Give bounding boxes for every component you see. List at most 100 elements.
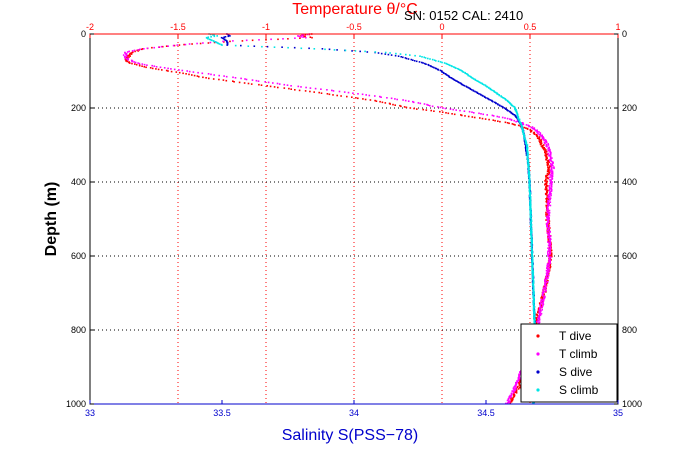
data-point bbox=[541, 302, 544, 304]
temperature-axis-label: Temperature θ/°C bbox=[292, 1, 418, 18]
data-point bbox=[526, 128, 529, 130]
data-point bbox=[548, 195, 551, 198]
data-point bbox=[549, 264, 551, 267]
data-point bbox=[220, 36, 223, 39]
data-point bbox=[540, 145, 543, 147]
data-point bbox=[546, 174, 548, 176]
salinity-tick-label: 33 bbox=[85, 408, 95, 418]
data-point bbox=[533, 402, 535, 405]
data-point bbox=[474, 90, 476, 93]
data-point bbox=[468, 87, 470, 89]
data-point bbox=[320, 92, 323, 94]
data-point bbox=[537, 307, 540, 310]
data-point bbox=[453, 113, 456, 116]
data-point bbox=[479, 117, 481, 119]
temperature-tick-label: -0.5 bbox=[346, 22, 362, 32]
data-point bbox=[308, 47, 310, 50]
depth-tick-label-right: 200 bbox=[622, 103, 637, 113]
data-point bbox=[546, 209, 549, 211]
data-point bbox=[549, 179, 552, 182]
data-point bbox=[451, 113, 453, 115]
data-point bbox=[226, 44, 228, 46]
data-point bbox=[510, 112, 513, 114]
data-point bbox=[547, 200, 549, 203]
data-point bbox=[510, 119, 513, 121]
legend-label: T dive bbox=[559, 329, 592, 343]
data-point bbox=[297, 35, 299, 37]
data-point bbox=[541, 309, 543, 311]
data-point bbox=[547, 269, 549, 271]
data-point bbox=[539, 132, 542, 134]
tick-marks: -2 -1.5 -1 -0.5 0 0.5 1 33 33.5 34 34.5 35 0 0 200 200 4… bbox=[66, 22, 642, 418]
data-point bbox=[537, 311, 539, 314]
temperature-tick-label: -2 bbox=[86, 22, 94, 32]
data-point bbox=[540, 297, 542, 299]
data-point bbox=[326, 89, 328, 91]
data-point bbox=[547, 196, 550, 199]
data-point bbox=[160, 45, 163, 48]
depth-tick-label: 800 bbox=[71, 325, 86, 335]
data-point bbox=[390, 97, 393, 100]
data-point bbox=[300, 36, 302, 38]
data-point bbox=[369, 99, 372, 101]
data-point bbox=[546, 230, 549, 232]
data-point bbox=[545, 153, 548, 156]
data-point bbox=[546, 211, 549, 214]
data-point bbox=[141, 48, 143, 51]
data-point bbox=[512, 398, 514, 401]
data-point bbox=[550, 165, 553, 168]
data-point bbox=[287, 46, 289, 49]
data-point bbox=[552, 162, 554, 164]
data-point bbox=[535, 130, 537, 132]
data-point bbox=[536, 135, 539, 138]
data-point bbox=[433, 66, 435, 69]
data-point bbox=[459, 82, 461, 84]
data-point bbox=[529, 214, 532, 217]
data-point bbox=[126, 51, 129, 53]
data-point bbox=[128, 54, 131, 56]
legend-label: S dive bbox=[559, 365, 593, 379]
legend-marker bbox=[536, 370, 540, 374]
data-point bbox=[523, 140, 526, 142]
data-point bbox=[484, 85, 487, 87]
depth-tick-label-right: 0 bbox=[622, 29, 627, 39]
depth-tick-label-right: 800 bbox=[622, 325, 637, 335]
data-point bbox=[244, 78, 246, 80]
data-point bbox=[511, 104, 513, 107]
data-point bbox=[145, 66, 147, 69]
data-point bbox=[439, 110, 441, 113]
data-point bbox=[545, 290, 547, 292]
data-point bbox=[499, 120, 501, 123]
data-point bbox=[550, 253, 553, 255]
temperature-tick-label: -1 bbox=[262, 22, 270, 32]
data-point bbox=[540, 301, 542, 303]
data-point bbox=[547, 208, 549, 210]
data-point bbox=[386, 97, 388, 99]
data-point bbox=[484, 96, 486, 98]
data-point bbox=[294, 89, 296, 91]
data-point bbox=[553, 167, 555, 170]
data-point bbox=[548, 260, 550, 263]
data-point bbox=[529, 207, 531, 210]
data-point bbox=[301, 34, 303, 37]
data-point bbox=[451, 77, 453, 80]
data-point bbox=[326, 93, 329, 95]
data-point bbox=[454, 66, 456, 69]
data-point bbox=[463, 110, 466, 112]
data-point bbox=[149, 67, 152, 69]
data-point bbox=[300, 35, 302, 37]
data-point bbox=[359, 50, 361, 53]
data-point bbox=[455, 67, 457, 69]
data-point bbox=[127, 59, 129, 61]
data-point bbox=[542, 136, 544, 138]
data-point bbox=[129, 55, 131, 57]
data-point bbox=[551, 170, 554, 172]
data-point bbox=[429, 58, 431, 60]
data-point bbox=[551, 178, 553, 180]
data-point bbox=[530, 241, 533, 243]
data-point bbox=[516, 386, 519, 388]
data-point bbox=[138, 64, 141, 67]
data-point bbox=[491, 89, 494, 92]
data-point bbox=[545, 159, 547, 161]
data-point bbox=[223, 36, 225, 38]
